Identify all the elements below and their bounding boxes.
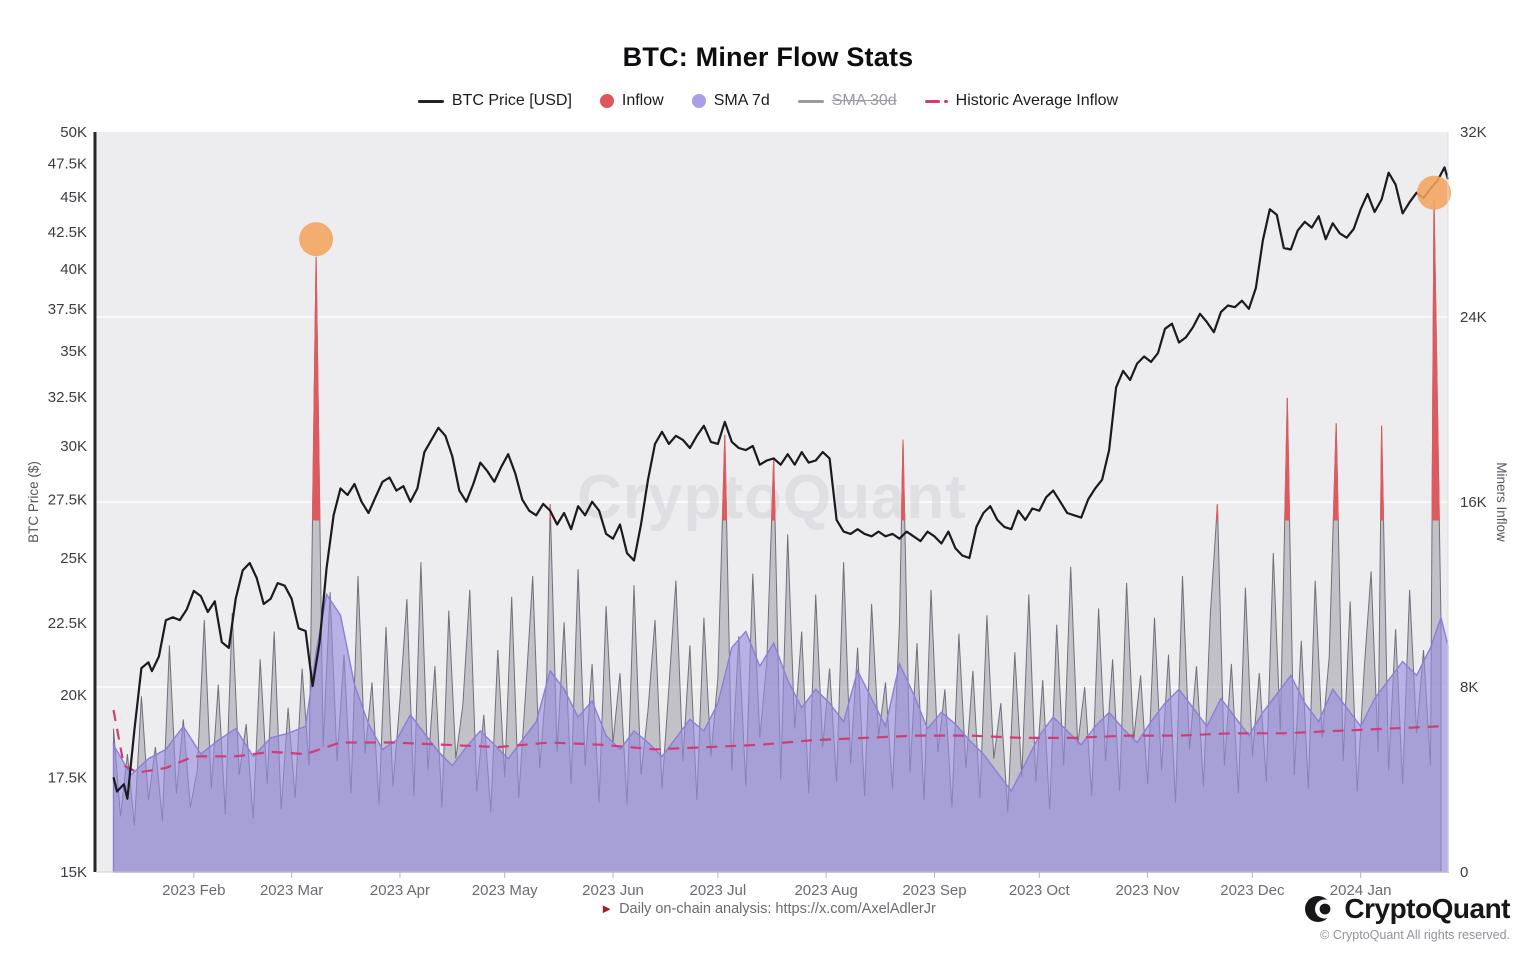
x-axis-tick: 2023 Jul xyxy=(689,882,746,899)
left-axis-tick: 42.5K xyxy=(48,224,87,241)
x-axis-tick: 2024 Jan xyxy=(1330,882,1392,899)
left-axis-tick: 17.5K xyxy=(48,769,87,786)
sma7d-area xyxy=(112,592,1449,873)
x-axis-tick: 2023 Apr xyxy=(370,882,430,899)
chart-legend: BTC Price [USD] Inflow SMA 7d SMA 30d Histor… xyxy=(0,92,1536,110)
legend-label: SMA 7d xyxy=(713,92,770,109)
right-axis-tick: 8K xyxy=(1460,679,1478,696)
right-axis-tick: 32K xyxy=(1460,124,1487,141)
left-axis-tick: 25K xyxy=(60,550,87,567)
left-axis-tick: 45K xyxy=(60,189,87,206)
legend-marker-line xyxy=(417,99,444,103)
brand-name: CryptoQuant xyxy=(1344,893,1510,924)
x-axis-tick: 2023 Feb xyxy=(162,882,225,899)
left-axis-tick: 27.5K xyxy=(48,491,87,508)
legend-label: SMA 30d xyxy=(831,92,897,109)
left-axis-tick: 20K xyxy=(60,687,87,704)
legend-label: Historic Average Inflow xyxy=(955,92,1119,109)
left-axis-tick: 30K xyxy=(60,438,87,455)
flag-icon: ► xyxy=(600,901,614,916)
legend-marker-line xyxy=(797,99,824,103)
chart-title: BTC: Miner Flow Stats xyxy=(622,42,914,72)
left-axis-title: BTC Price ($) xyxy=(26,461,41,543)
legend-marker-dot xyxy=(691,94,706,108)
left-axis-tick: 22.5K xyxy=(48,615,87,632)
legend-item-sma-30d[interactable]: SMA 30d xyxy=(797,92,897,110)
left-axis-tick: 32.5K xyxy=(48,389,87,406)
left-axis-tick: 50K xyxy=(60,124,87,141)
legend-marker-dashdot xyxy=(924,99,948,103)
x-axis-tick: 2023 Oct xyxy=(1009,882,1071,899)
spike-annotation-circle xyxy=(1417,175,1452,210)
x-axis-tick: 2023 Mar xyxy=(260,882,323,899)
right-axis-tick: 24K xyxy=(1460,309,1487,326)
spike-annotation-circle xyxy=(299,222,334,257)
left-axis-tick: 40K xyxy=(60,261,87,278)
left-axis-tick: 15K xyxy=(60,864,87,881)
left-axis-tick: 47.5K xyxy=(48,156,87,173)
btc-price-line xyxy=(112,166,1450,800)
left-axis-tick: 35K xyxy=(60,343,87,360)
legend-item-btc-price-usd-[interactable]: BTC Price [USD] xyxy=(417,92,572,110)
branding: CryptoQuant © CryptoQuant All rights res… xyxy=(1304,893,1510,942)
historic-average-line xyxy=(112,709,1442,774)
footer-note-text: Daily on-chain analysis: https://x.com/A… xyxy=(619,901,936,917)
legend-item-sma-7d[interactable]: SMA 7d xyxy=(691,92,770,110)
x-axis-tick: 2023 Dec xyxy=(1220,882,1285,899)
right-axis-title: Miners Inflow xyxy=(1494,462,1509,542)
x-axis-tick: 2023 Aug xyxy=(794,882,857,899)
x-axis-tick: 2023 May xyxy=(472,882,538,899)
x-axis-tick: 2023 Sep xyxy=(902,882,966,899)
legend-item-inflow[interactable]: Inflow xyxy=(599,92,664,110)
x-axis-tick: 2023 Jun xyxy=(582,882,644,899)
left-axis-tick: 37.5K xyxy=(48,301,87,318)
right-axis-tick: 0 xyxy=(1460,864,1468,881)
cryptoquant-logo-icon xyxy=(1305,896,1335,922)
legend-item-historic-average-inflow[interactable]: Historic Average Inflow xyxy=(924,92,1119,110)
legend-marker-dot xyxy=(599,94,614,108)
legend-label: Inflow xyxy=(621,92,664,109)
x-axis-tick: 2023 Nov xyxy=(1115,882,1180,899)
copyright-text: © CryptoQuant All rights reserved. xyxy=(1320,928,1510,942)
right-axis-tick: 16K xyxy=(1460,494,1487,511)
legend-label: BTC Price [USD] xyxy=(451,92,572,109)
footer-note: ► Daily on-chain analysis: https://x.com/… xyxy=(0,901,1536,917)
